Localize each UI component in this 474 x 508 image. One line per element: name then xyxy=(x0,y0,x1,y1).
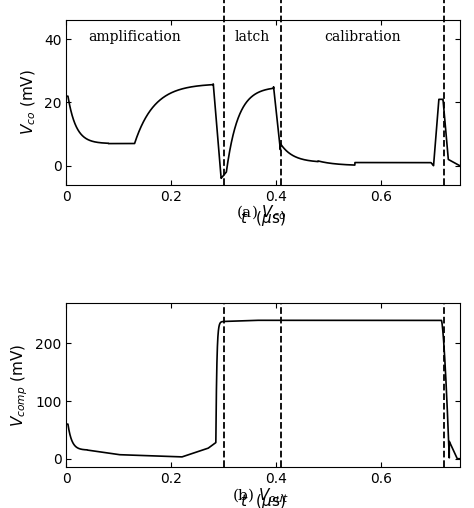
X-axis label: $t$  ($\mu$s): $t$ ($\mu$s) xyxy=(240,492,286,508)
Text: calibration: calibration xyxy=(324,30,401,44)
Y-axis label: $V_{comp}$ (mV): $V_{comp}$ (mV) xyxy=(9,343,29,427)
X-axis label: $t$  ($\mu$s): $t$ ($\mu$s) xyxy=(240,209,286,228)
Text: latch: latch xyxy=(235,30,270,44)
Y-axis label: $V_{co}$ (mV): $V_{co}$ (mV) xyxy=(20,70,38,136)
Text: amplification: amplification xyxy=(88,30,181,44)
Text: (a) $V_{co}$: (a) $V_{co}$ xyxy=(236,204,286,223)
Text: (b) $V_{out}$: (b) $V_{out}$ xyxy=(232,487,289,505)
